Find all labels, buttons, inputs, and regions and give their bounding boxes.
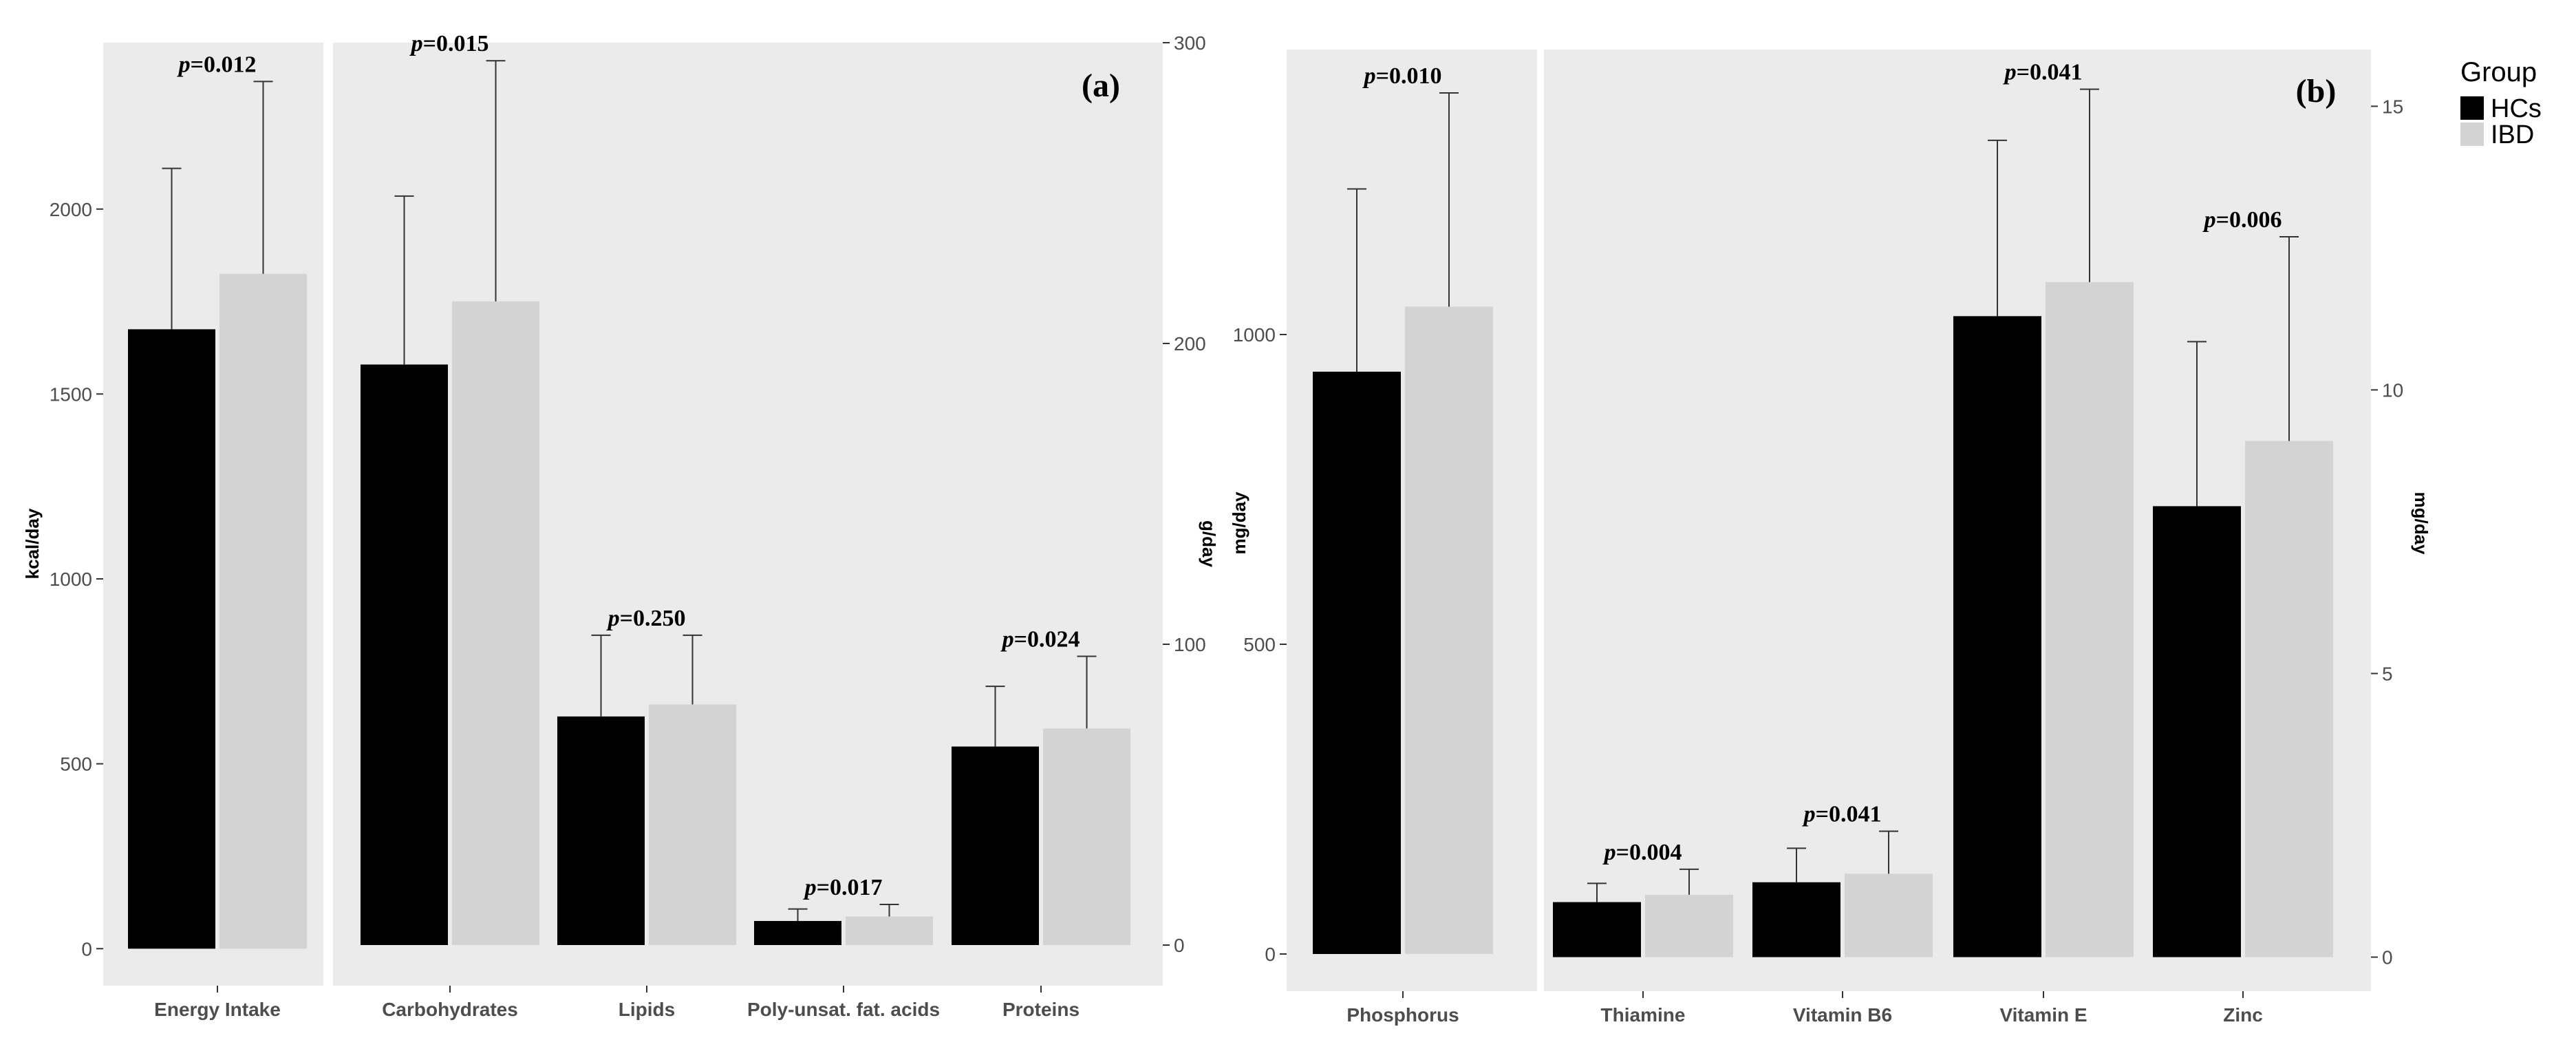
left-axis-tick-label: 1000 bbox=[1233, 324, 1276, 346]
category-label: Vitamin B6 bbox=[1793, 1004, 1892, 1026]
p-value: 0.250 bbox=[633, 606, 686, 631]
p-value-label: p=0.012 bbox=[177, 52, 257, 77]
left-axis-tick-label: 500 bbox=[1243, 634, 1276, 655]
left-axis-tick-label: 500 bbox=[60, 754, 92, 775]
p-symbol: p bbox=[409, 31, 423, 56]
p-equals: = bbox=[1376, 63, 1389, 89]
p-symbol: p bbox=[803, 875, 817, 900]
bar-hc bbox=[557, 716, 645, 946]
bar-hc bbox=[1752, 882, 1840, 957]
left-axis-tick-label: 0 bbox=[1265, 944, 1276, 965]
p-value-label: p=0.015 bbox=[409, 31, 489, 56]
category-label: Carbohydrates bbox=[382, 999, 518, 1020]
p-value-label: p=0.041 bbox=[2003, 60, 2083, 85]
p-equals: = bbox=[423, 31, 436, 56]
legend-label-ibd: IBD bbox=[2491, 120, 2534, 149]
category-label: Phosphorus bbox=[1346, 1004, 1459, 1026]
category-label: Poly-unsat. fat. acids bbox=[747, 999, 940, 1020]
category-label: Energy Intake bbox=[154, 999, 281, 1020]
p-equals: = bbox=[2216, 207, 2229, 233]
p-value: 0.004 bbox=[1629, 840, 1682, 865]
p-equals: = bbox=[191, 52, 204, 77]
bar-hc bbox=[1953, 316, 2041, 957]
bar-ibd bbox=[2245, 441, 2333, 957]
category-label: Lipids bbox=[619, 999, 675, 1020]
p-value: 0.010 bbox=[1389, 63, 1442, 89]
left-axis-tick-label: 1500 bbox=[50, 383, 92, 405]
bar-hc bbox=[361, 364, 448, 946]
p-value-label: p=0.024 bbox=[1000, 626, 1080, 652]
p-value: 0.041 bbox=[2030, 60, 2083, 85]
left-axis-tick-label: 2000 bbox=[50, 199, 92, 220]
bar-ibd bbox=[1405, 306, 1493, 954]
p-value-label: p=0.010 bbox=[1362, 63, 1442, 89]
right-axis-tick-label: 15 bbox=[2382, 96, 2403, 117]
p-equals: = bbox=[817, 875, 830, 900]
legend-swatch-hcs bbox=[2460, 96, 2484, 120]
bar-hc bbox=[1313, 372, 1401, 954]
p-symbol: p bbox=[1362, 63, 1376, 89]
p-value: 0.024 bbox=[1027, 626, 1080, 652]
p-value-label: p=0.017 bbox=[803, 875, 883, 900]
category-label: Thiamine bbox=[1601, 1004, 1686, 1026]
left-axis-tick-label: 0 bbox=[81, 938, 92, 960]
p-equals: = bbox=[2017, 60, 2030, 85]
p-symbol: p bbox=[1602, 840, 1616, 865]
category-label: Zinc bbox=[2223, 1004, 2263, 1026]
bar-hc bbox=[128, 329, 215, 949]
legend-title: Group bbox=[2460, 57, 2537, 87]
p-value: 0.015 bbox=[436, 31, 489, 56]
panel-label: (b) bbox=[2296, 73, 2337, 109]
bar-hc bbox=[2153, 506, 2241, 957]
right-axis-tick-label: 0 bbox=[2382, 947, 2393, 968]
p-value: 0.006 bbox=[2229, 207, 2282, 233]
p-symbol: p bbox=[177, 52, 191, 77]
bar-ibd bbox=[649, 704, 736, 946]
p-equals: = bbox=[620, 606, 633, 631]
p-value: 0.041 bbox=[1829, 802, 1882, 827]
p-symbol: p bbox=[606, 606, 620, 631]
p-value: 0.012 bbox=[204, 52, 257, 77]
right-axis-tick-label: 5 bbox=[2382, 664, 2393, 685]
right-axis-tick-label: 300 bbox=[1174, 32, 1206, 54]
panel-label: (a) bbox=[1082, 67, 1120, 104]
bar-ibd bbox=[1043, 728, 1130, 946]
right-axis-label: mg/day bbox=[2411, 491, 2432, 555]
bar-hc bbox=[754, 921, 841, 946]
category-label: Proteins bbox=[1002, 999, 1080, 1020]
p-symbol: p bbox=[2202, 207, 2216, 233]
p-value-label: p=0.004 bbox=[1602, 840, 1682, 865]
right-axis-tick-label: 100 bbox=[1174, 634, 1206, 655]
bar-ibd bbox=[2046, 282, 2134, 957]
p-symbol: p bbox=[1802, 802, 1816, 827]
right-axis-label: g/day bbox=[1199, 520, 1219, 567]
bar-hc bbox=[952, 746, 1039, 946]
p-value: 0.017 bbox=[830, 875, 883, 900]
p-equals: = bbox=[1816, 802, 1829, 827]
right-axis-tick-label: 0 bbox=[1174, 935, 1185, 956]
left-axis-label: mg/day bbox=[1229, 491, 1249, 555]
p-value-label: p=0.006 bbox=[2202, 207, 2282, 233]
bar-ibd bbox=[1845, 873, 1933, 957]
right-axis-tick-label: 200 bbox=[1174, 333, 1206, 354]
p-symbol: p bbox=[2003, 60, 2017, 85]
left-axis-tick-label: 1000 bbox=[50, 569, 92, 590]
p-equals: = bbox=[1014, 626, 1027, 652]
p-equals: = bbox=[1616, 840, 1629, 865]
bar-hc bbox=[1553, 902, 1641, 957]
bar-ibd bbox=[846, 916, 933, 946]
bar-ibd bbox=[452, 301, 539, 946]
legend-label-hcs: HCs bbox=[2491, 94, 2542, 123]
category-label: Vitamin E bbox=[1999, 1004, 2087, 1026]
bar-ibd bbox=[1645, 894, 1733, 957]
p-value-label: p=0.250 bbox=[606, 606, 686, 631]
left-axis-label: kcal/day bbox=[22, 508, 43, 579]
p-symbol: p bbox=[1000, 626, 1014, 652]
p-value-label: p=0.041 bbox=[1802, 802, 1882, 827]
right-axis-tick-label: 10 bbox=[2382, 379, 2403, 401]
bar-ibd bbox=[219, 273, 307, 949]
legend-swatch-ibd bbox=[2460, 123, 2484, 146]
